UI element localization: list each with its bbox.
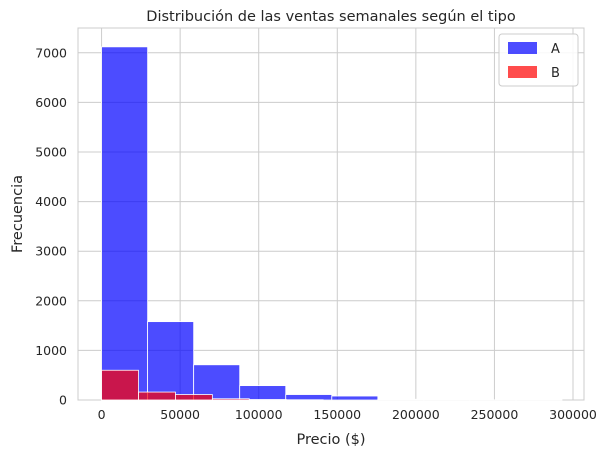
- legend-swatch-b: [508, 66, 537, 78]
- series-b-bars: [101, 369, 324, 401]
- y-tick-label: 3000: [35, 244, 67, 259]
- x-axis-ticks: 0 50000 100000 150000 200000 250000 300000: [98, 407, 596, 422]
- legend-box: [498, 33, 579, 87]
- histogram-bar-b: [101, 369, 139, 401]
- y-axis-ticks: 0 1000 2000 3000 4000 5000 6000 7000: [35, 45, 67, 407]
- x-axis-label: Precio ($): [296, 432, 365, 448]
- plot-area: [77, 27, 585, 401]
- histogram-bar-a: [193, 364, 241, 401]
- x-tick-label: 0: [98, 407, 106, 422]
- y-tick-label: 7000: [35, 45, 67, 60]
- histogram-bar-a: [285, 394, 333, 401]
- x-tick-label: 200000: [392, 407, 440, 422]
- series-a-bars: [101, 46, 563, 401]
- x-tick-label: 250000: [471, 407, 519, 422]
- x-tick-label: 300000: [549, 407, 596, 422]
- chart-title: Distribución de las ventas semanales seg…: [146, 9, 516, 25]
- y-tick-label: 6000: [35, 95, 67, 110]
- histogram-bar-a: [377, 398, 425, 401]
- y-tick-label: 0: [59, 393, 67, 408]
- x-tick-label: 150000: [313, 407, 361, 422]
- histogram-bar-a: [101, 46, 149, 401]
- legend-label-a: A: [551, 42, 560, 57]
- histogram-bar-b: [175, 394, 213, 401]
- y-tick-label: 4000: [35, 194, 67, 209]
- histogram-bars: [101, 46, 563, 401]
- histogram-bar-b: [211, 398, 250, 401]
- y-tick-label: 5000: [35, 145, 67, 160]
- x-tick-label: 100000: [235, 407, 283, 422]
- histogram-bar-a: [239, 385, 287, 401]
- legend-swatch-a: [508, 42, 537, 54]
- histogram-bar-b: [138, 391, 176, 401]
- x-tick-label: 50000: [160, 407, 200, 422]
- histogram-bar-a: [147, 321, 195, 401]
- y-tick-label: 2000: [35, 293, 67, 308]
- y-tick-label: 1000: [35, 343, 67, 358]
- histogram-bar-a: [331, 395, 379, 401]
- y-axis-label: Frecuencia: [10, 175, 26, 253]
- legend-label-b: B: [551, 66, 560, 81]
- legend: A B: [498, 33, 579, 87]
